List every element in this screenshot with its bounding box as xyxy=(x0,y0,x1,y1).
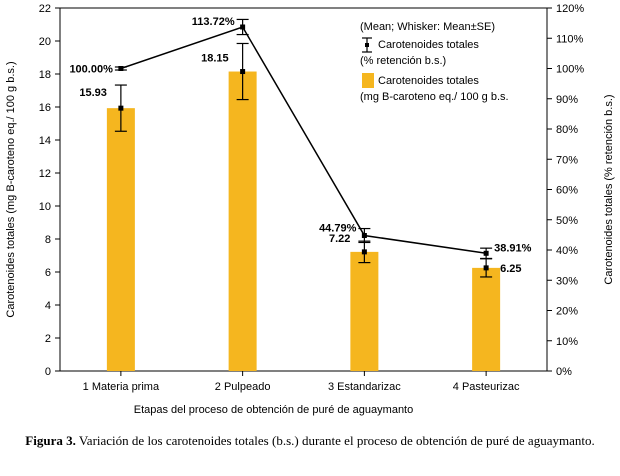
y2-tick-label: 30% xyxy=(556,275,578,287)
y-tick-label: 4 xyxy=(45,300,51,312)
legend-line-label-unit: (% retención b.s.) xyxy=(360,55,446,67)
y2-tick-label: 100% xyxy=(556,64,584,76)
legend-line-label: Carotenoides totales xyxy=(378,39,479,51)
y2-tick-label: 0% xyxy=(556,366,572,378)
caption-text: Variación de los carotenoides totales (b… xyxy=(78,433,595,448)
bar xyxy=(472,267,501,371)
line-data-label: 100.00% xyxy=(69,64,113,76)
y2-tick-label: 10% xyxy=(556,336,578,348)
bar-data-label: 15.93 xyxy=(79,87,107,99)
y-tick-label: 8 xyxy=(45,234,51,246)
line-data-label: 113.72% xyxy=(192,16,235,28)
bar-whisker-marker xyxy=(361,249,367,255)
y-tick-label: 2 xyxy=(45,333,51,345)
bar-data-label: 18.15 xyxy=(201,53,229,65)
y-tick-label: 6 xyxy=(45,267,51,279)
bar-whisker-marker xyxy=(240,69,246,75)
retention-line xyxy=(120,26,487,255)
x-tick-label: 3 Estandarizac xyxy=(328,381,401,393)
y2-tick-label: 90% xyxy=(556,94,578,106)
y-tick-label: 0 xyxy=(45,366,51,378)
y-tick-label: 16 xyxy=(39,102,51,114)
x-tick-label: 2 Pulpeado xyxy=(215,381,271,393)
caption-label: Figura 3. xyxy=(25,433,76,448)
y2-tick-label: 40% xyxy=(556,245,578,257)
retention-whisker-marker xyxy=(483,250,489,256)
bar-whisker-marker xyxy=(118,105,124,111)
y2-tick-label: 50% xyxy=(556,215,578,227)
legend-bar-label: Carotenoides totales xyxy=(378,75,479,87)
y2-tick-label: 120% xyxy=(556,3,584,15)
bar xyxy=(228,71,257,372)
retention-whisker-marker xyxy=(361,233,367,239)
bar-whisker-marker xyxy=(483,265,489,271)
y2-tick-label: 80% xyxy=(556,124,578,136)
bar xyxy=(106,108,135,371)
line-data-label: 44.79% xyxy=(319,223,357,235)
y-tick-label: 18 xyxy=(39,69,51,81)
bar xyxy=(350,251,379,371)
legend-header: (Mean; Whisker: Mean±SE) xyxy=(360,21,495,33)
y-tick-label: 14 xyxy=(39,135,51,147)
y2-tick-label: 70% xyxy=(556,154,578,166)
figure-caption: Figura 3. Variación de los carotenoides … xyxy=(20,433,600,449)
y2-tick-label: 60% xyxy=(556,185,578,197)
y-tick-label: 10 xyxy=(39,201,51,213)
y-tick-label: 20 xyxy=(39,36,51,48)
y-tick-label: 12 xyxy=(39,168,51,180)
plot-area: 0 2 4 6 8 10 12 14 16 18 20 22 0% 10% 20% 30% 40% 50% 60% 7… xyxy=(5,3,615,416)
bar-data-label: 6.25 xyxy=(500,263,521,275)
retention-whisker-marker xyxy=(118,66,124,71)
y2-axis-label: Carotenoides totales (% retención b.s.) xyxy=(603,94,615,284)
x-axis-label: Etapas del proceso de obtención de puré … xyxy=(134,404,413,416)
legend-bar-swatch xyxy=(362,73,374,88)
retention-whisker-marker xyxy=(240,24,246,30)
y-tick-label: 22 xyxy=(39,3,51,15)
y2-tick-label: 20% xyxy=(556,306,578,318)
bar-data-label: 7.22 xyxy=(329,233,350,245)
x-tick-label: 4 Pasteurizac xyxy=(453,381,520,393)
y2-tick-label: 110% xyxy=(556,33,584,45)
legend-whisker-icon-marker xyxy=(365,43,369,47)
line-data-label: 38.91% xyxy=(494,242,532,254)
y-axis-label: Carotenoides totales (mg B-caroteno eq./… xyxy=(5,61,17,317)
chart: 0 2 4 6 8 10 12 14 16 18 20 22 0% 10% 20% 30% 40% 50% 60% 7… xyxy=(5,3,615,416)
x-tick-label: 1 Materia prima xyxy=(83,381,160,393)
legend-bar-label-unit: (mg B-caroteno eq./ 100 g b.s. xyxy=(360,91,509,103)
